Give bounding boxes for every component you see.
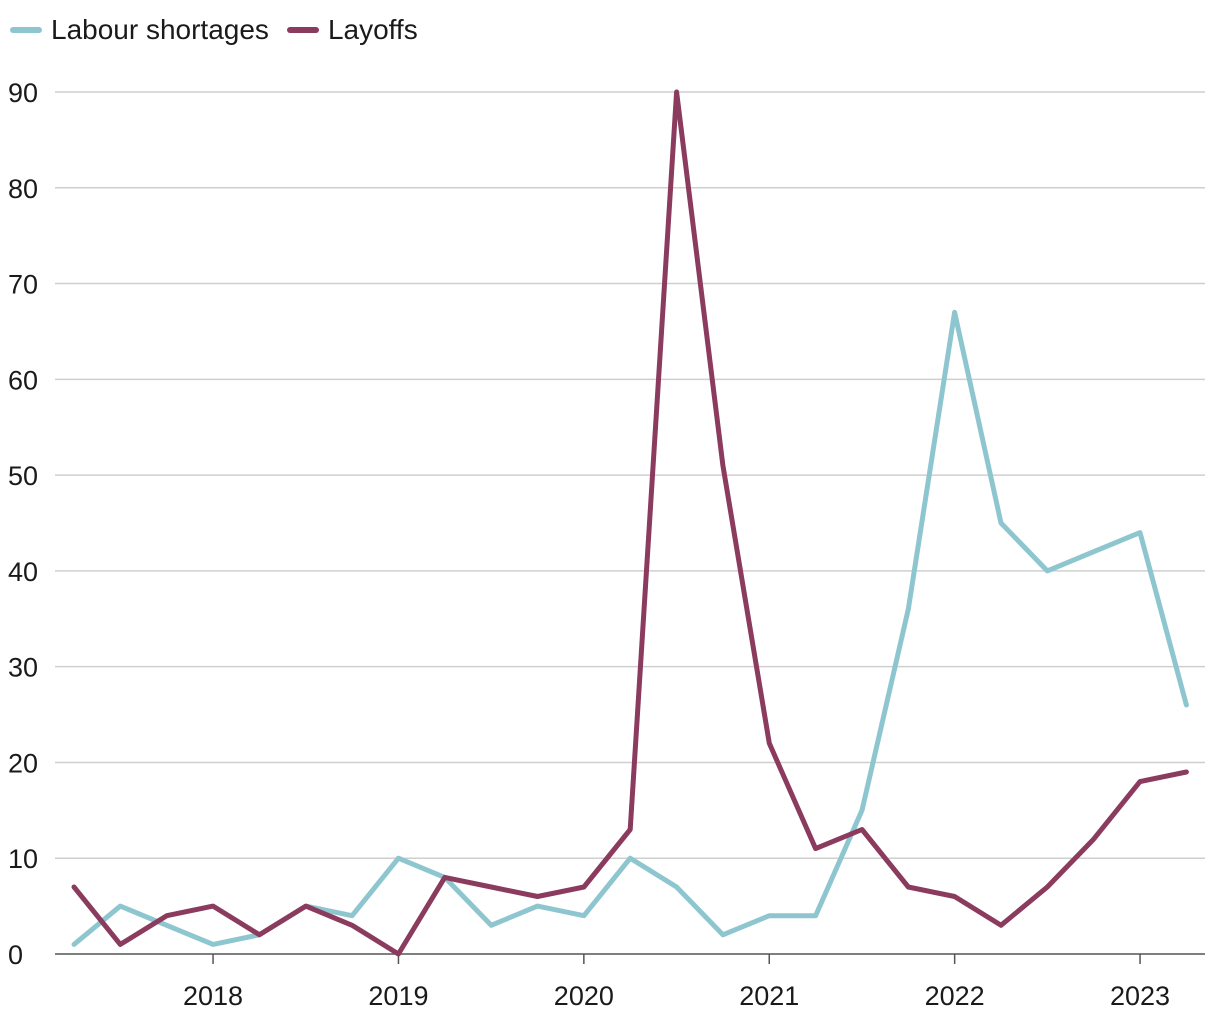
y-tick-label-30: 30 (8, 653, 38, 683)
legend-label-layoffs: Layoffs (327, 14, 418, 45)
series-line-layoffs (71, 89, 1189, 957)
y-tick-label-0: 0 (8, 940, 23, 970)
series-line-labour-shortages (71, 309, 1189, 947)
legend-label-labour-shortages: Labour shortages (51, 14, 269, 45)
y-tick-label-20: 20 (8, 748, 38, 778)
legend-item-layoffs: Layoffs (286, 14, 418, 46)
x-tick-label-2023: 2023 (1110, 981, 1170, 1011)
x-tick-label-2021: 2021 (739, 981, 799, 1011)
y-tick-label-60: 60 (8, 365, 38, 395)
x-tick-label-2018: 2018 (183, 981, 243, 1011)
legend-swatch-layoffs (286, 27, 319, 33)
y-tick-label-10: 10 (8, 844, 38, 874)
chart-legend: Labour shortages Layoffs (10, 14, 436, 46)
legend-swatch-labour-shortages (10, 27, 42, 33)
y-tick-label-70: 70 (8, 270, 38, 300)
y-tick-label-40: 40 (8, 557, 38, 587)
x-tick-label-2019: 2019 (368, 981, 428, 1011)
y-tick-label-50: 50 (8, 461, 38, 491)
y-tick-label-90: 90 (8, 78, 38, 108)
legend-item-labour-shortages: Labour shortages (10, 14, 269, 46)
x-tick-label-2020: 2020 (554, 981, 614, 1011)
x-tick-label-2022: 2022 (925, 981, 985, 1011)
y-tick-label-80: 80 (8, 174, 38, 204)
